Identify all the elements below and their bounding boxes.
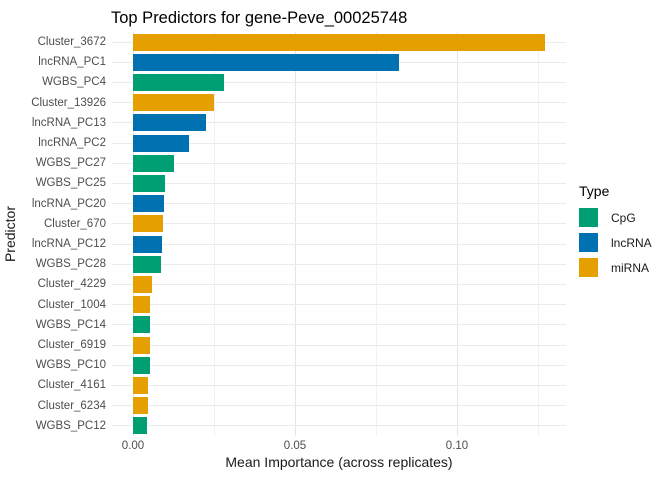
legend-item: CpG — [579, 208, 652, 227]
gridline-x-minor — [376, 32, 377, 436]
y-axis-label: Cluster_4161 — [37, 379, 106, 392]
legend-swatch-lncRNA — [579, 233, 598, 252]
y-axis-label: WGBS_PC28 — [35, 258, 106, 271]
legend: Type CpG lncRNA miRNA — [579, 183, 652, 283]
gridline-y-major — [112, 263, 566, 265]
y-axis-label: Cluster_3672 — [37, 36, 106, 48]
y-axis-label: Cluster_4229 — [37, 278, 106, 291]
gridline-x-minor — [214, 32, 215, 436]
gridline-x-minor — [538, 32, 539, 436]
y-axis-label: Cluster_6919 — [37, 339, 106, 351]
y-axis-label: WGBS_PC27 — [35, 157, 106, 170]
gridline-y-major — [112, 102, 566, 104]
y-axis-label: Cluster_670 — [43, 217, 106, 230]
bar-Cluster_670 — [133, 215, 164, 233]
chart-title: Top Predictors for gene-Peve_00025748 — [111, 9, 408, 27]
bar-WGBS_PC4 — [133, 74, 224, 91]
bar-WGBS_PC12 — [133, 417, 148, 435]
bar-Cluster_1004 — [133, 296, 151, 314]
legend-label: lncRNA — [611, 235, 652, 250]
legend-label: miRNA — [611, 260, 649, 275]
y-axis-label: lncRNA_PC12 — [31, 238, 106, 250]
gridline-y-major — [112, 162, 566, 164]
gridline-y-major — [112, 385, 566, 386]
legend-label: CpG — [611, 210, 636, 225]
gridline-y-major — [112, 425, 566, 427]
legend-swatch-miRNA — [579, 258, 598, 277]
y-axis-label: WGBS_PC14 — [35, 318, 106, 331]
bar-WGBS_PC10 — [133, 356, 150, 374]
gridline-y-major — [112, 183, 566, 184]
bar-Cluster_6919 — [133, 336, 150, 354]
y-axis-label: WGBS_PC25 — [35, 177, 106, 190]
bar-WGBS_PC28 — [133, 255, 161, 273]
gridline-y-major — [112, 324, 566, 326]
gridline-y-major — [112, 142, 566, 144]
plot-panel — [112, 32, 566, 436]
y-axis-label: WGBS_PC10 — [35, 359, 106, 372]
gridline-x-major — [295, 32, 296, 436]
legend-item: miRNA — [579, 258, 652, 277]
bar-Cluster_6234 — [133, 397, 148, 415]
bar-Cluster_3672 — [133, 33, 545, 51]
bar-Cluster_13926 — [133, 94, 214, 112]
gridline-y-major — [112, 344, 566, 346]
x-axis-tick-label: 0.00 — [121, 440, 145, 452]
gridline-y-major — [112, 304, 566, 306]
legend-swatch-CpG — [579, 208, 598, 227]
y-axis-labels: Cluster_3672 lncRNA_PC1 WGBS_PC4 Cluster_13… — [0, 32, 106, 436]
gridline-y-major — [112, 82, 566, 83]
gridline-x-major — [133, 32, 134, 436]
y-axis-label: Cluster_13926 — [31, 96, 106, 109]
y-axis-label: Cluster_1004 — [37, 298, 106, 311]
x-axis-tick-label: 0.10 — [445, 440, 469, 452]
y-axis-label: lncRNA_PC13 — [31, 116, 106, 129]
gridline-y-major — [112, 405, 566, 407]
gridline-y-major — [112, 203, 566, 205]
y-axis-label: lncRNA_PC2 — [38, 137, 106, 149]
y-axis-label: WGBS_PC4 — [42, 76, 106, 89]
y-axis-label: lncRNA_PC1 — [38, 56, 106, 69]
bar-Cluster_4229 — [133, 276, 153, 293]
legend-item: lncRNA — [579, 233, 652, 252]
bar-WGBS_PC14 — [133, 316, 151, 334]
gridline-x-major — [457, 32, 458, 436]
bar-lncRNA_PC12 — [133, 235, 163, 253]
y-axis-label: Cluster_6234 — [37, 399, 106, 412]
gridline-y-major — [112, 364, 566, 366]
bar-lncRNA_PC1 — [133, 53, 399, 71]
x-axis-title: Mean Importance (across replicates) — [225, 454, 453, 470]
gridline-y-major — [112, 243, 566, 245]
bar-lncRNA_PC20 — [133, 195, 165, 213]
bar-lncRNA_PC13 — [133, 114, 206, 132]
legend-items: CpG lncRNA miRNA — [579, 208, 652, 277]
bar-lncRNA_PC2 — [133, 134, 190, 152]
bar-WGBS_PC25 — [133, 175, 166, 192]
y-axis-label: lncRNA_PC20 — [31, 197, 106, 210]
gridline-y-major — [112, 122, 566, 124]
gridline-y-major — [112, 284, 566, 285]
bar-WGBS_PC27 — [133, 154, 175, 172]
bar-Cluster_4161 — [133, 377, 148, 394]
gridline-y-major — [112, 223, 566, 225]
y-axis-label: WGBS_PC12 — [35, 419, 106, 432]
legend-title: Type — [579, 183, 610, 199]
x-axis-tick-label: 0.05 — [283, 440, 307, 452]
